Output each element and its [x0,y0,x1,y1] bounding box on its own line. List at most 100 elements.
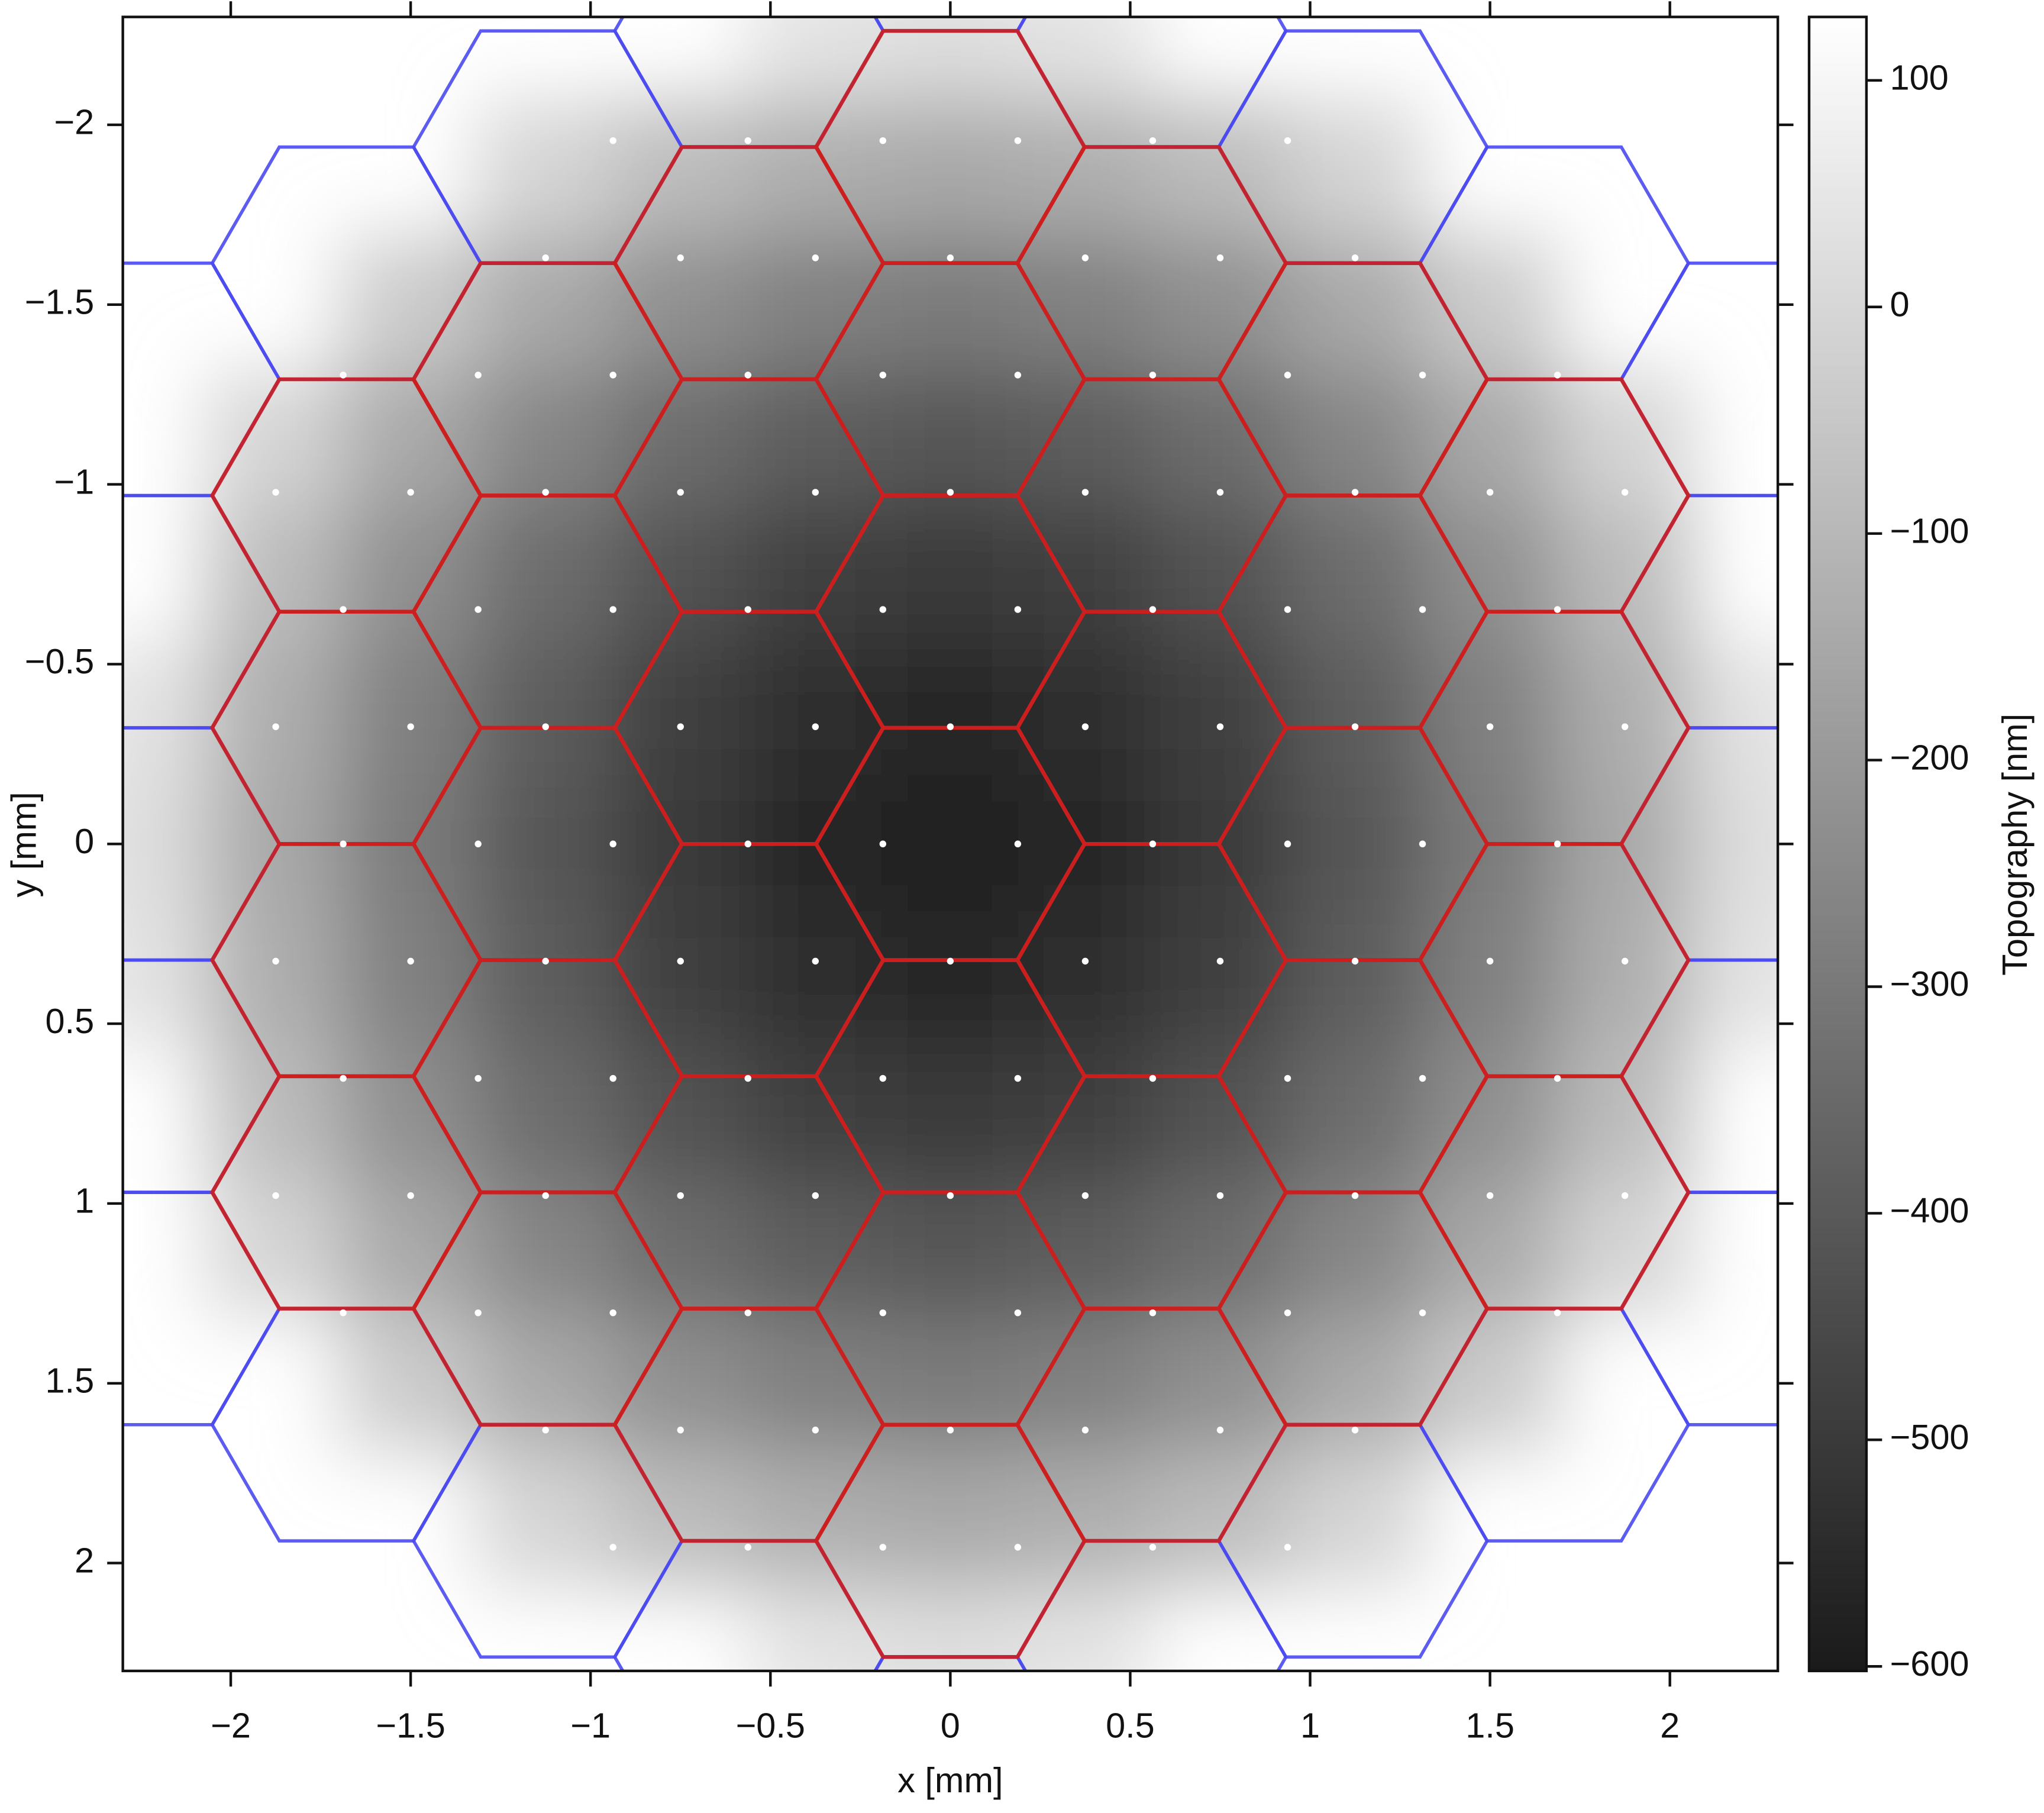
measurement-dot [812,957,819,965]
measurement-dot [1149,372,1157,379]
heatmap-cell [1287,371,1423,508]
colorbar-label: Topography [nm] [1995,714,2035,976]
measurement-dot [879,137,887,144]
x-axis-label: x [mm] [897,1760,1003,1800]
measurement-dot [1014,1075,1022,1082]
x-tick-label: −1 [570,1706,611,1746]
measurement-dot [1081,723,1089,730]
heatmap-cell [343,1045,479,1182]
measurement-dot [1419,1309,1426,1317]
measurement-dot [879,372,887,379]
heatmap-cell [1287,776,1423,912]
measurement-dot [744,372,751,379]
heatmap-cell [882,776,1019,912]
measurement-dot [947,254,954,262]
measurement-dot [677,254,684,262]
heatmap-cell [1287,506,1423,643]
measurement-dot [812,1427,819,1434]
measurement-dot [879,840,887,847]
heatmap-cell [612,641,749,778]
heatmap-cell [612,1180,749,1317]
heatmap-cell [882,1045,1019,1182]
heatmap-layer [122,17,1778,1671]
heatmap-cell [1017,371,1154,508]
measurement-dot [677,489,684,496]
measurement-dot [1284,1309,1291,1317]
heatmap-cell [1287,911,1423,1047]
colorbar-tick-label: 0 [1890,284,1910,324]
heatmap-cell [747,1585,884,1671]
y-tick-label: 0 [75,821,94,861]
measurement-dot [609,137,616,144]
colorbar-tick-label: −200 [1890,737,1969,777]
heatmap-cell [1557,641,1693,778]
heatmap-cell [477,1450,614,1586]
heatmap-cell [1152,911,1289,1047]
heatmap-cell [1152,1450,1289,1586]
measurement-dot [744,1075,751,1082]
heatmap-cell [1017,17,1154,104]
measurement-dot [1149,840,1157,847]
heatmap-cell [1557,911,1693,1047]
heatmap-cell [1017,1045,1154,1182]
measurement-dot [1621,723,1629,730]
measurement-dot [407,489,414,496]
colorbar-tick-label: −400 [1890,1191,1969,1230]
heatmap-cell [882,1180,1019,1317]
measurement-dot [609,1544,616,1551]
measurement-dot [542,957,549,965]
measurement-dot [1081,1192,1089,1199]
heatmap-cell [747,17,884,104]
heatmap-cell [882,1450,1019,1586]
heatmap-cell [1152,1180,1289,1317]
heatmap-cell [1422,641,1558,778]
measurement-dot [1216,489,1224,496]
x-tick-label: 1 [1300,1706,1320,1746]
heatmap-cell [477,1045,614,1182]
colorbar-tick-label: −600 [1890,1644,1969,1683]
measurement-dot [1149,137,1157,144]
heatmap-cell [747,911,884,1047]
measurement-dot [1621,489,1629,496]
measurement-dot [1216,1192,1224,1199]
measurement-dot [744,1544,751,1551]
measurement-dot [677,1192,684,1199]
measurement-dot [272,1192,279,1199]
measurement-dot [542,723,549,730]
measurement-dot [1149,606,1157,613]
measurement-dot [1351,957,1359,965]
measurement-dot [1621,1192,1629,1199]
heatmap-cell [122,911,209,1047]
measurement-dot [1081,957,1089,965]
heatmap-cell [1691,911,1778,1047]
measurement-dot [947,489,954,496]
heatmap-cell [1422,911,1558,1047]
measurement-dot [1014,137,1022,144]
heatmap-cell [1287,1450,1423,1586]
x-tick-label: −2 [211,1706,251,1746]
y-tick-label: −0.5 [25,641,94,681]
x-tick-label: 2 [1660,1706,1680,1746]
measurement-dot [542,489,549,496]
measurement-dot [812,489,819,496]
measurement-dot [1419,372,1426,379]
heatmap-cell [1557,1180,1693,1317]
y-tick-label: −1 [54,462,94,501]
measurement-dot [1284,606,1291,613]
colorbar-tick-label: 100 [1890,58,1949,98]
measurement-dot [1554,606,1561,613]
heatmap-cell [122,776,209,912]
measurement-dot [474,840,482,847]
measurement-dot [1486,957,1494,965]
measurement-dot [1149,1309,1157,1317]
measurement-dot [1216,723,1224,730]
heatmap-cell [477,371,614,508]
measurement-dot [1284,372,1291,379]
measurement-dot [1284,1544,1291,1551]
heatmap-cell [1152,641,1289,778]
heatmap-cell [1152,371,1289,508]
heatmap-cell [612,1450,749,1586]
heatmap-cell [1017,641,1154,778]
heatmap-cell [343,641,479,778]
measurement-dot [1284,840,1291,847]
